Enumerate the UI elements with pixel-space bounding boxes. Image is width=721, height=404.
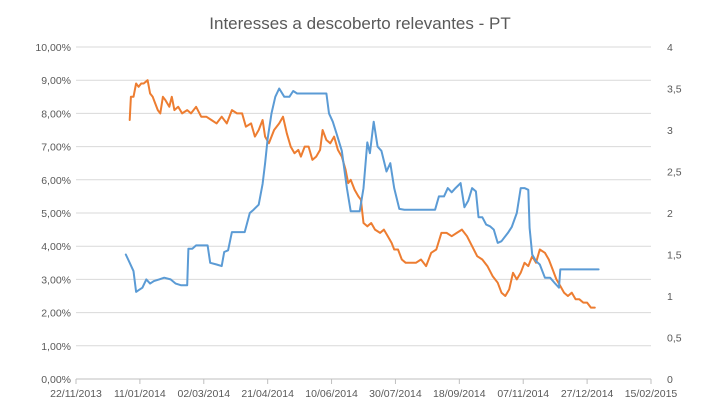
axes [75, 378, 652, 384]
x-tick-label: 18/09/2014 [433, 388, 486, 400]
x-tick-label: 21/04/2014 [241, 388, 294, 400]
y-right-tick-label: 0 [667, 374, 673, 386]
y-right-tick-label: 3,5 [667, 84, 682, 96]
tick-labels: 0,00% 1,00% 2,00% 3,00% 4,00% 5,00% 6,00% 7,00%… [35, 42, 681, 400]
y-right-tick-label: 2,5 [667, 167, 682, 179]
x-tick-label: 22/11/2013 [50, 388, 102, 400]
y-right-tick-label: 1 [667, 291, 673, 303]
y-right-tick-label: 4 [667, 42, 673, 54]
y-left-tick-label: 2,00% [41, 308, 71, 320]
y-left-tick-label: 9,00% [41, 75, 71, 87]
x-tick-label: 15/02/2015 [625, 388, 678, 400]
series-line-2 [124, 87, 600, 293]
y-left-tick-label: 8,00% [41, 108, 71, 120]
x-tick-label: 02/03/2014 [177, 388, 230, 400]
y-left-tick-label: 3,00% [41, 274, 71, 286]
y-left-tick-label: 7,00% [41, 142, 71, 154]
y-left-tick-label: 5,00% [41, 208, 71, 220]
y-right-tick-label: 2 [667, 208, 673, 220]
y-left-tick-label: 1,00% [41, 341, 71, 353]
series-lines [124, 79, 600, 309]
y-right-tick-label: 3 [667, 125, 673, 137]
chart-title: Interesses a descoberto relevantes - PT [209, 14, 510, 33]
x-tick-label: 10/06/2014 [305, 388, 358, 400]
y-left-tick-label: 10,00% [35, 42, 71, 54]
y-right-tick-label: 1,5 [667, 250, 682, 262]
x-tick-label: 30/07/2014 [369, 388, 422, 400]
x-tick-label: 07/11/2014 [497, 388, 549, 400]
series-line-1 [128, 79, 596, 309]
y-left-tick-label: 6,00% [41, 175, 71, 187]
y-left-tick-label: 4,00% [41, 241, 71, 253]
x-tick-label: 11/01/2014 [114, 388, 166, 400]
gridlines [76, 46, 651, 347]
y-left-tick-label: 0,00% [41, 374, 71, 386]
x-tick-label: 27/12/2014 [561, 388, 614, 400]
y-right-tick-label: 0,5 [667, 333, 682, 345]
